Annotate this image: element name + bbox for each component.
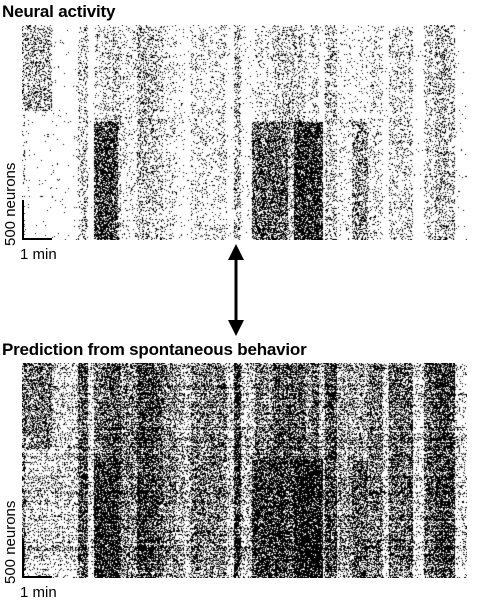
neural-activity-raster — [22, 25, 467, 240]
neuron-scale-label-top: 500 neurons — [2, 162, 19, 246]
time-scale-label-bottom: 1 min — [20, 584, 57, 601]
neuron-scale-label-bottom: 500 neurons — [2, 500, 19, 584]
double-headed-arrow — [228, 244, 244, 336]
panel-title-neural-activity: Neural activity — [2, 2, 116, 21]
prediction-raster — [22, 363, 467, 578]
panel-title-prediction: Prediction from spontaneous behavior — [2, 340, 307, 359]
time-scale-bar-top — [22, 238, 52, 240]
arrow-head-up — [228, 244, 244, 260]
time-scale-bar-bottom — [22, 576, 52, 578]
neuron-scale-bar-top — [22, 200, 24, 240]
neuron-scale-bar-bottom — [22, 538, 24, 578]
time-scale-label-top: 1 min — [20, 246, 57, 263]
arrow-head-down — [228, 320, 244, 336]
